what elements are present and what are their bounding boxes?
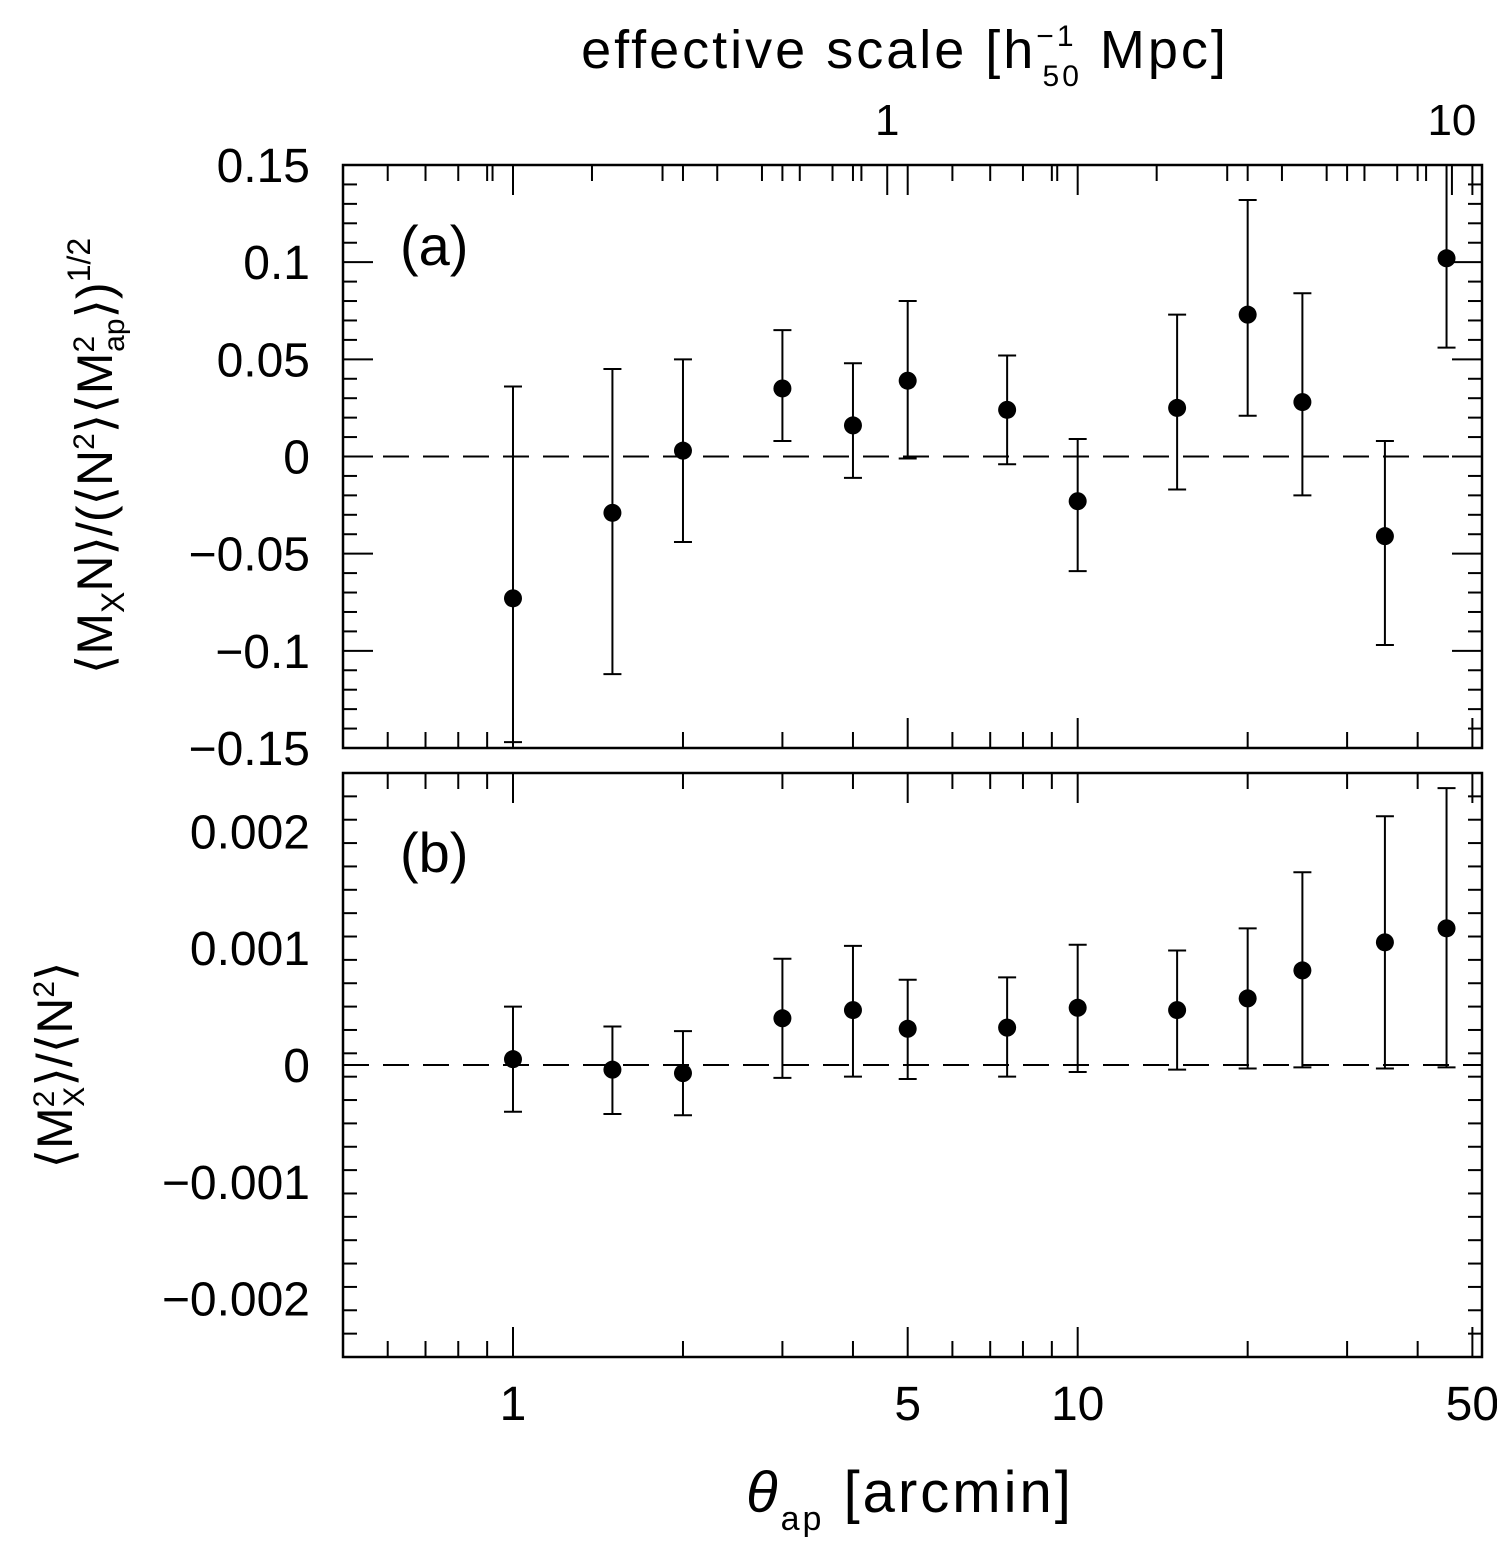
- data-point: [1238, 305, 1257, 324]
- data-point: [1375, 933, 1394, 952]
- data-point: [1168, 1001, 1187, 1020]
- x-tick-label: 5: [894, 1378, 921, 1431]
- y-tick-label: −0.002: [162, 1274, 310, 1327]
- data-point: [673, 1064, 692, 1083]
- panel-b-ylabel: ⟨M2X⟩/⟨N2⟩: [27, 961, 91, 1168]
- data-point: [998, 400, 1017, 419]
- data-point: [1168, 398, 1187, 417]
- data-point: [503, 1050, 522, 1069]
- data-point: [998, 1018, 1017, 1037]
- bottom-axis-title: θap [arcmin]: [746, 1460, 1074, 1538]
- y-tick-label: 0.001: [190, 923, 310, 976]
- data-point: [603, 1060, 622, 1079]
- data-point: [1068, 998, 1087, 1017]
- data-point: [773, 1009, 792, 1028]
- panel-b-label: (b): [400, 821, 468, 884]
- data-point: [843, 416, 862, 435]
- y-tick-label: 0.002: [190, 806, 310, 859]
- y-tick-label: 0.1: [243, 237, 310, 290]
- y-tick-label: −0.05: [189, 529, 310, 582]
- data-point: [1238, 989, 1257, 1008]
- data-point: [1375, 527, 1394, 546]
- y-tick-label: 0: [283, 1040, 310, 1093]
- panel-a-label: (a): [400, 214, 468, 277]
- top-axis-tick-label: 1: [875, 96, 899, 145]
- data-point: [898, 371, 917, 390]
- y-tick-label: −0.1: [215, 626, 310, 679]
- top-axis-tick-label: 10: [1427, 96, 1476, 145]
- ticks-layer: −0.15 −0.1 −0.05 0 0.05 0.1 0.15 −0.002 −0.001 0 0…: [162, 96, 1497, 1431]
- x-tick-label: 10: [1051, 1378, 1104, 1431]
- marks-layer: [343, 165, 1482, 1117]
- y-tick-label: 0.05: [217, 334, 310, 387]
- x-tick-label: 1: [500, 1378, 527, 1431]
- data-point: [1293, 961, 1312, 980]
- data-point: [1437, 919, 1456, 938]
- y-tick-label: 0: [283, 432, 310, 485]
- y-tick-label: −0.15: [189, 723, 310, 776]
- data-point: [773, 379, 792, 398]
- top-axis-title: effective scale [h−1 50 Mpc]: [581, 20, 1229, 93]
- data-point: [843, 1001, 862, 1020]
- data-point: [1437, 249, 1456, 268]
- data-point: [503, 589, 522, 608]
- data-point: [1068, 492, 1087, 511]
- x-tick-label: 50: [1446, 1378, 1497, 1431]
- data-point: [603, 503, 622, 522]
- y-tick-label: −0.001: [162, 1157, 310, 1210]
- data-point: [1293, 393, 1312, 412]
- data-point: [673, 441, 692, 460]
- panel-a-ylabel: ⟨MXN⟩/(⟨N2⟩⟨M2ap⟩)1/2: [61, 238, 131, 674]
- data-point: [898, 1019, 917, 1038]
- y-tick-label: 0.15: [217, 140, 310, 193]
